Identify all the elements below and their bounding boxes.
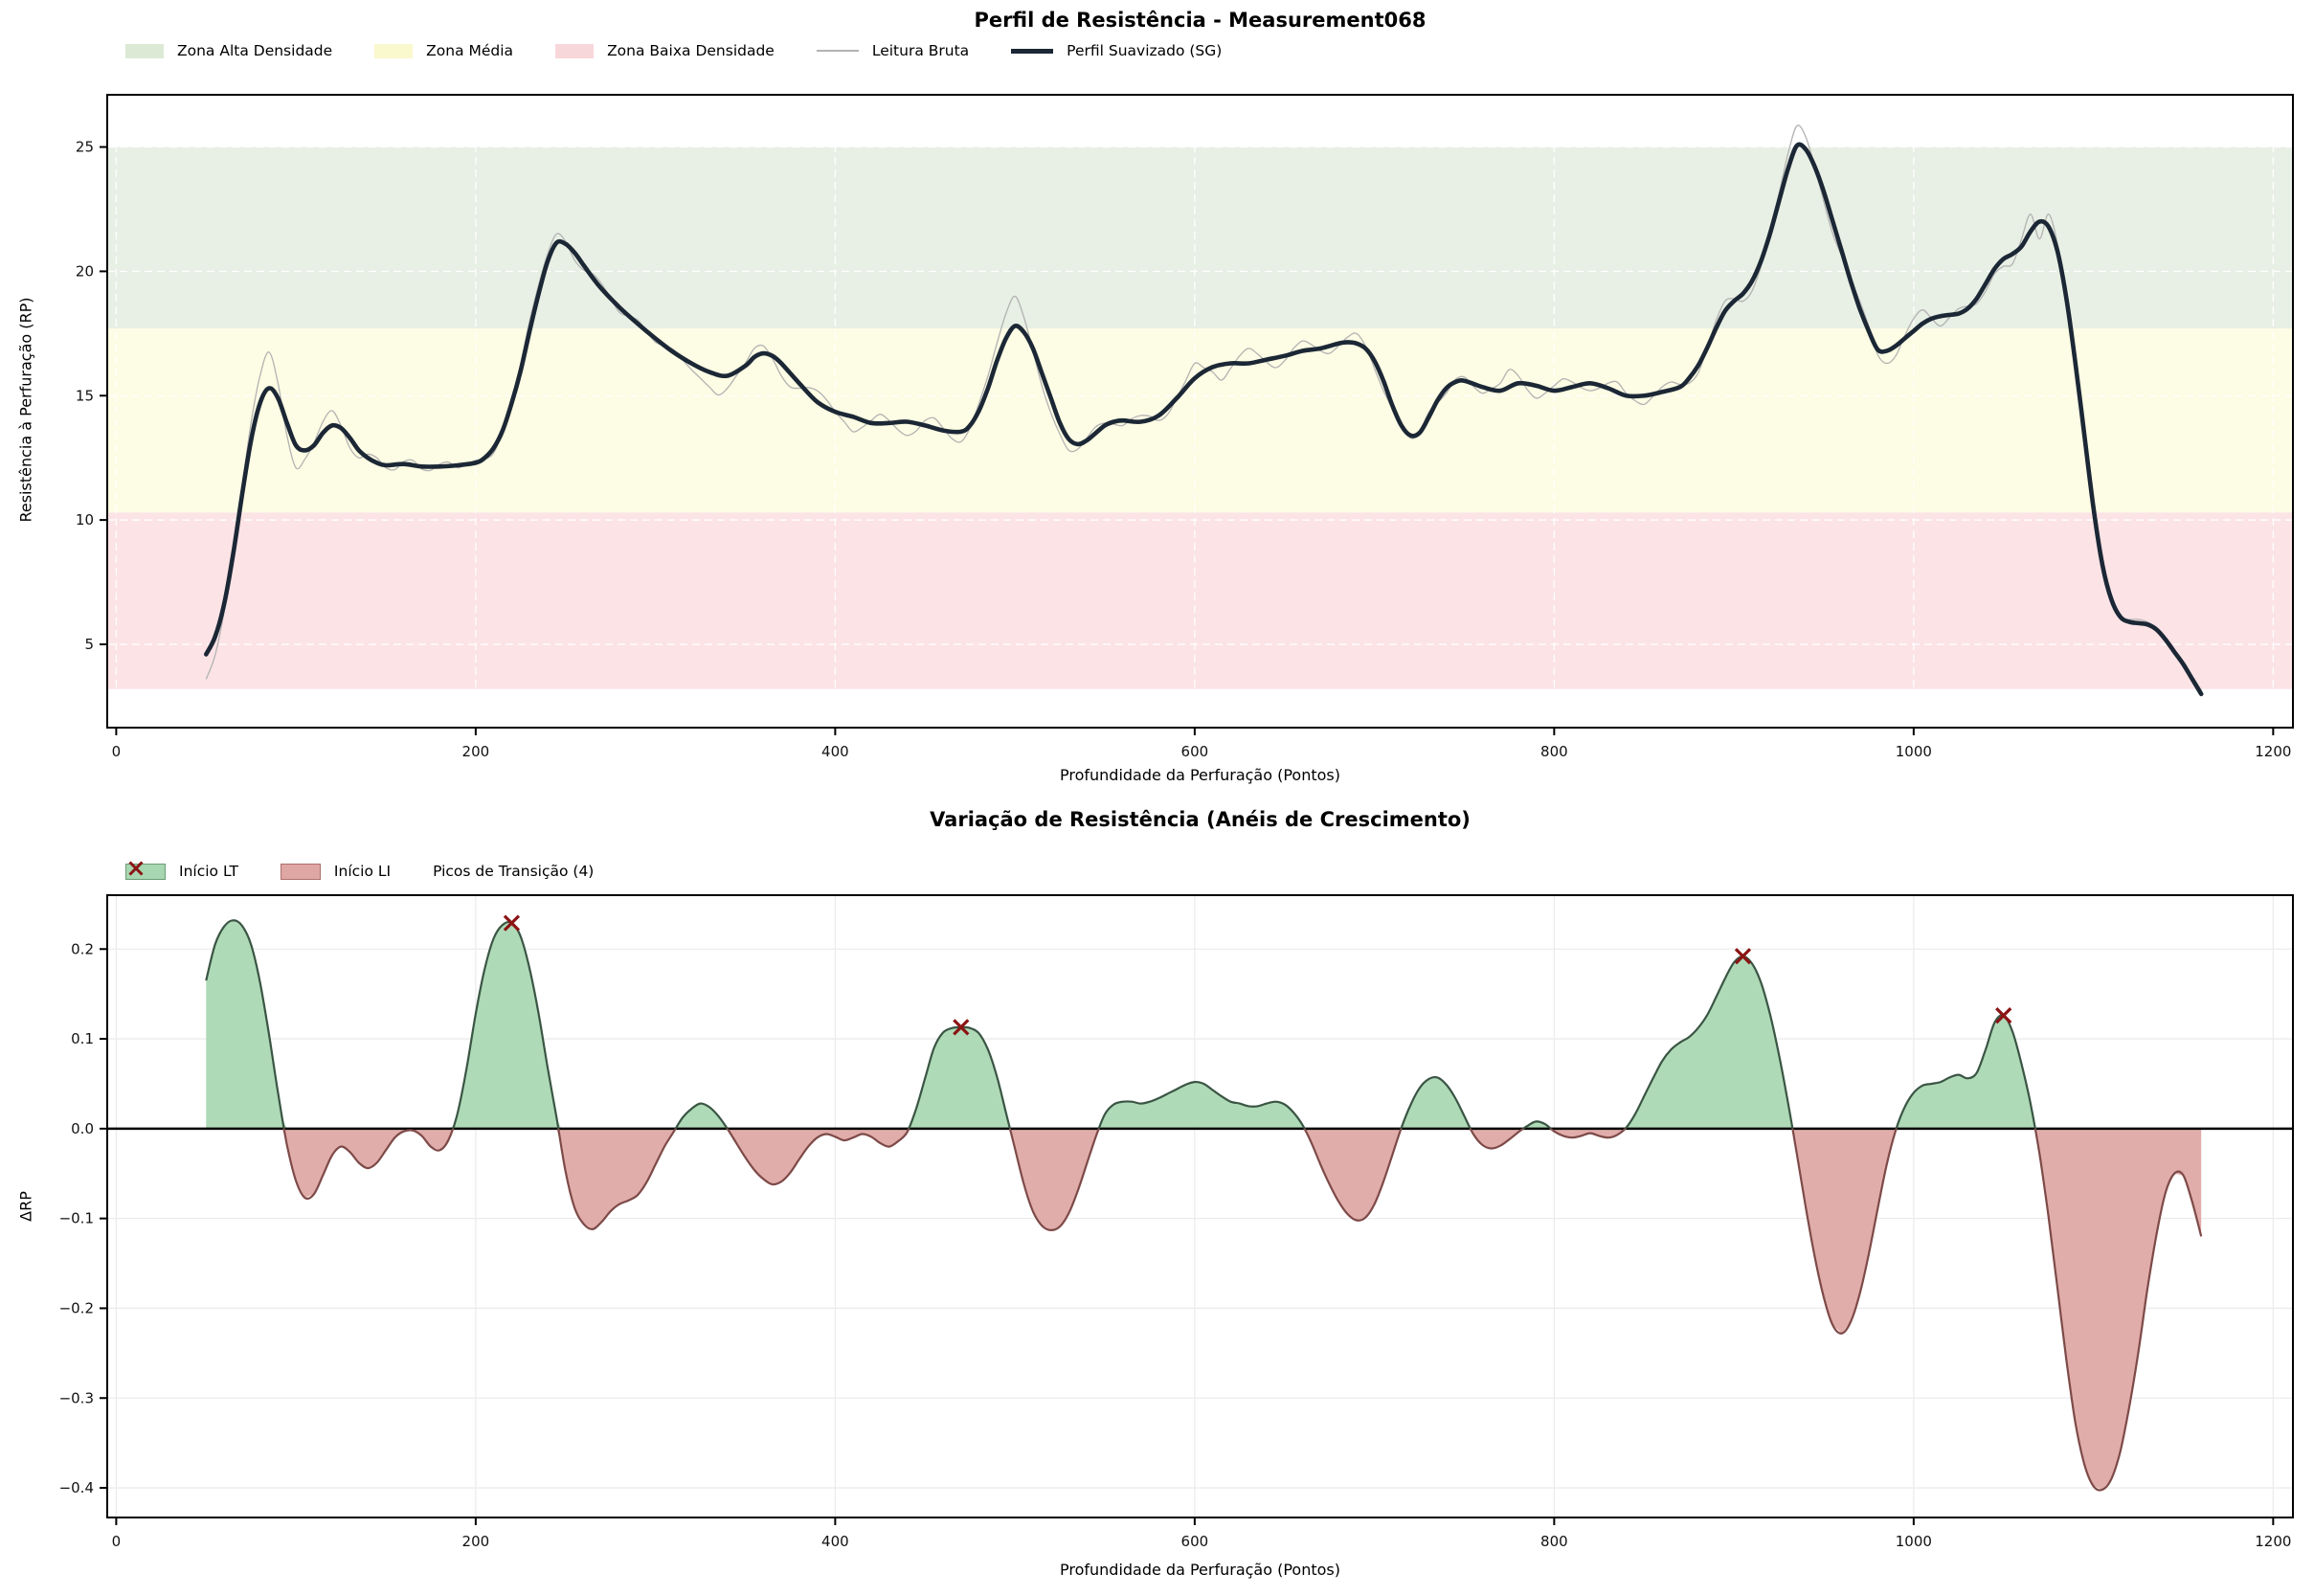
bottom-chart-legend: Início LT Início LI Picos de Transição (4) <box>125 858 594 885</box>
bottom-x-tick-label: 0 <box>112 1533 122 1550</box>
legend-label: Leitura Bruta <box>871 42 970 59</box>
density-zone <box>107 146 2293 329</box>
positive-delta-fill <box>206 920 2202 1129</box>
negative-delta-fill <box>206 1128 2202 1490</box>
x-marker-icon <box>128 861 144 876</box>
bottom-x-tick-label: 600 <box>1181 1533 1209 1550</box>
legend-item: Zona Média <box>374 42 513 59</box>
density-zone <box>107 328 2293 513</box>
top-y-tick-label: 10 <box>76 511 94 528</box>
bottom-y-tick-label: 0.2 <box>71 940 94 957</box>
top-x-tick-label: 0 <box>112 743 122 760</box>
legend-patch-swatch <box>280 863 321 880</box>
top-chart-legend: Zona Alta Densidade Zona Média Zona Baixa … <box>125 37 1222 64</box>
top-x-tick-label: 400 <box>821 743 849 760</box>
bottom-y-tick-label: −0.4 <box>59 1479 94 1496</box>
top-x-tick-label: 800 <box>1540 743 1568 760</box>
legend-line-swatch <box>816 50 859 52</box>
bottom-x-tick-label: 1200 <box>2255 1533 2291 1550</box>
top-yaxis-label: Resistência à Perfuração (RP) <box>16 297 35 523</box>
bottom-x-tick-label: 800 <box>1540 1533 1568 1550</box>
bottom-x-tick-label: 200 <box>462 1533 490 1550</box>
legend-item: Zona Baixa Densidade <box>555 42 775 59</box>
transition-peak-marker <box>503 914 521 932</box>
legend-label: Início LI <box>333 863 392 880</box>
top-chart: 0 200 400 600 800 1000 1200 5 10 15 20 25 <box>76 94 2294 760</box>
delta-curve-positive <box>205 919 2036 1129</box>
bottom-x-tick-label: 400 <box>821 1533 849 1550</box>
bottom-y-tick-label: −0.2 <box>59 1299 94 1316</box>
top-chart-title: Perfil de Resistência - Measurement068 <box>974 9 1427 32</box>
legend-label: Início LT <box>179 863 238 880</box>
legend-patch-swatch <box>125 43 164 58</box>
bottom-chart: 0 200 400 600 800 1000 1200 0.2 0.1 0.0 −0.1 −0.2 −0… <box>59 894 2294 1550</box>
delta-curve-negative <box>282 1128 2203 1492</box>
top-x-tick-label: 1200 <box>2255 743 2291 760</box>
bottom-gridlines <box>107 895 2293 1517</box>
bottom-y-tick-label: 0.0 <box>71 1120 94 1137</box>
bottom-y-tick-label: 0.1 <box>71 1030 94 1047</box>
transition-peak-marker <box>953 1019 970 1036</box>
legend-item: Picos de Transição (4) <box>128 861 595 880</box>
legend-label: Zona Média <box>426 42 514 59</box>
top-x-tick-label: 600 <box>1181 743 1209 760</box>
transition-peak-marker <box>1995 1007 2012 1024</box>
density-zone <box>107 512 2293 689</box>
top-gridlines <box>107 95 2293 728</box>
bottom-chart-title: Variação de Resistência (Anéis de Cresci… <box>930 808 1471 831</box>
bottom-yaxis-label: ΔRP <box>16 1191 35 1222</box>
top-y-tick-label: 20 <box>76 262 94 280</box>
top-x-tick-label: 200 <box>462 743 490 760</box>
top-x-tick-label: 1000 <box>1896 743 1932 760</box>
legend-label: Zona Alta Densidade <box>177 42 333 59</box>
bottom-x-tick-label: 1000 <box>1896 1533 1932 1550</box>
legend-item: Leitura Bruta <box>816 42 970 59</box>
top-y-tick-label: 5 <box>84 636 94 653</box>
bottom-y-tick-label: −0.3 <box>59 1389 94 1406</box>
smoothed-profile-line <box>204 142 2204 697</box>
legend-label: Zona Baixa Densidade <box>607 42 775 59</box>
legend-patch-swatch <box>374 43 414 58</box>
top-y-tick-label: 15 <box>76 387 94 404</box>
transition-peak-marker <box>1734 948 1752 965</box>
bottom-xaxis-label: Profundidade da Perfuração (Pontos) <box>1059 1561 1340 1579</box>
legend-item: Zona Alta Densidade <box>125 42 332 59</box>
legend-label: Picos de Transição (4) <box>433 863 595 880</box>
top-xaxis-label: Profundidade da Perfuração (Pontos) <box>1059 766 1340 784</box>
legend-label: Perfil Suavizado (SG) <box>1067 42 1223 59</box>
bottom-y-tick-label: −0.1 <box>59 1210 94 1227</box>
legend-line-swatch <box>1011 48 1054 54</box>
legend-patch-swatch <box>555 43 595 58</box>
legend-item: Perfil Suavizado (SG) <box>1011 42 1222 59</box>
legend-item: Início LI <box>280 863 392 880</box>
top-y-tick-label: 25 <box>76 139 94 156</box>
